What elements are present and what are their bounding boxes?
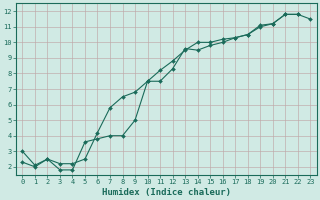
X-axis label: Humidex (Indice chaleur): Humidex (Indice chaleur) xyxy=(102,188,231,197)
